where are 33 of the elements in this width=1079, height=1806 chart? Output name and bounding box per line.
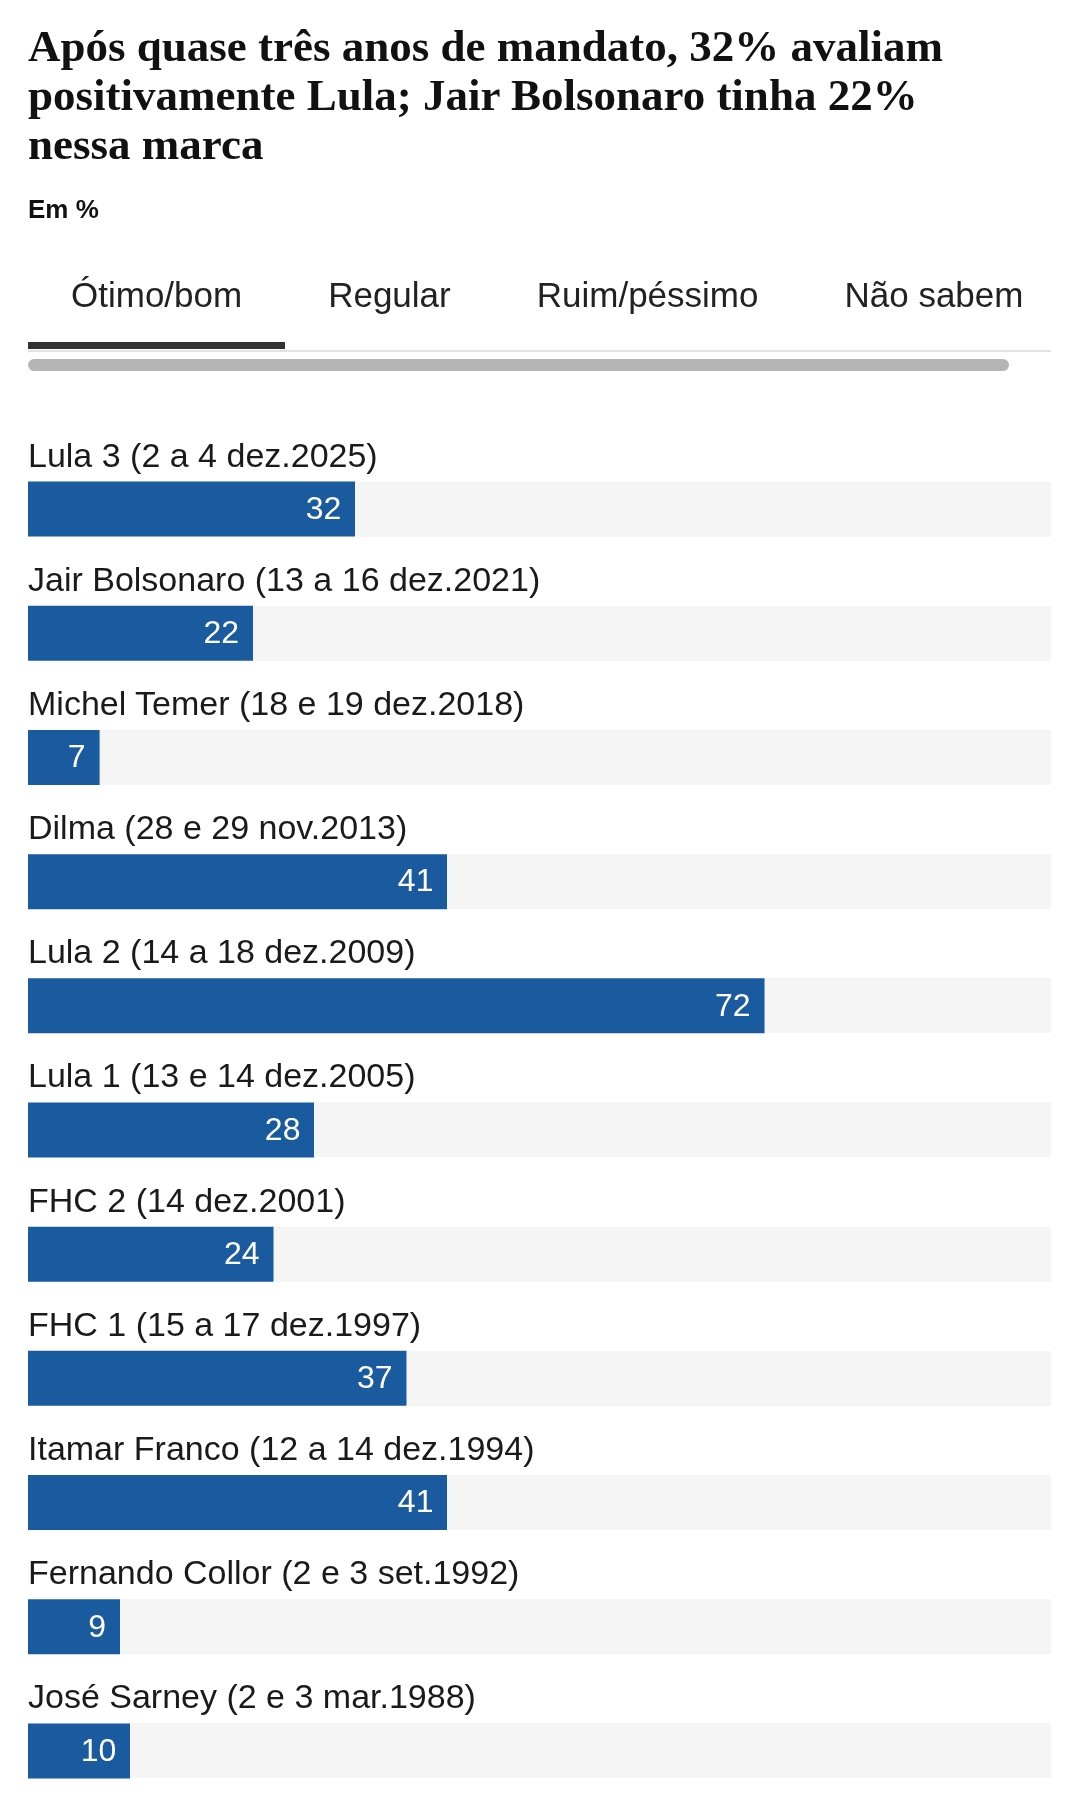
y-tick-label: Michel Temer (18 e 19 dez.2018) <box>28 683 525 722</box>
text: Ótimo/bom <box>70 274 244 316</box>
data-label: 24 <box>223 1235 260 1272</box>
data-label: 22 <box>203 614 240 651</box>
data-label: 41 <box>397 1483 434 1520</box>
y-tick-label: Lula 3 (2 a 4 dez.2025) <box>28 435 378 474</box>
y-tick-label: Lula 1 (13 e 14 dez.2005) <box>28 1056 416 1095</box>
data-label: 7 <box>67 738 86 775</box>
data-label: 32 <box>305 489 342 526</box>
chart-subtitle: Em % <box>28 193 99 225</box>
chart-title: Após quase três anos de mandato, 32% avaliam positivamente Lula; Jair Bolsonaro tinha 22% nessa marca <box>28 21 945 169</box>
y-tick-label: Itamar Franco (12 a 14 dez.1994) <box>28 1429 535 1468</box>
text: Ruim/péssimo <box>535 274 760 316</box>
bar <box>28 1599 121 1655</box>
bar <box>28 1723 131 1779</box>
y-tick-label: FHC 1 (15 a 17 dez.1997) <box>28 1304 422 1343</box>
y-tick-label: Jair Bolsonaro (13 a 16 dez.2021) <box>28 559 541 598</box>
y-tick-label: Lula 2 (14 a 18 dez.2009) <box>28 932 416 971</box>
data-label: 37 <box>356 1359 393 1396</box>
y-tick-label: FHC 2 (14 dez.2001) <box>28 1180 346 1219</box>
bar <box>28 605 254 661</box>
text: Não sabem <box>843 274 1025 316</box>
data-label: 72 <box>714 986 751 1023</box>
data-label: 9 <box>88 1607 107 1644</box>
bar <box>28 729 100 785</box>
text: Regular <box>327 274 452 316</box>
bar <box>28 1226 274 1282</box>
data-label: 10 <box>80 1731 117 1768</box>
y-tick-label: Dilma (28 e 29 nov.2013) <box>28 808 408 847</box>
data-label: 28 <box>264 1110 301 1147</box>
y-tick-label: José Sarney (2 e 3 mar.1988) <box>28 1677 476 1716</box>
y-tick-label: Fernando Collor (2 e 3 set.1992) <box>28 1553 520 1592</box>
data-label: 41 <box>397 862 434 899</box>
